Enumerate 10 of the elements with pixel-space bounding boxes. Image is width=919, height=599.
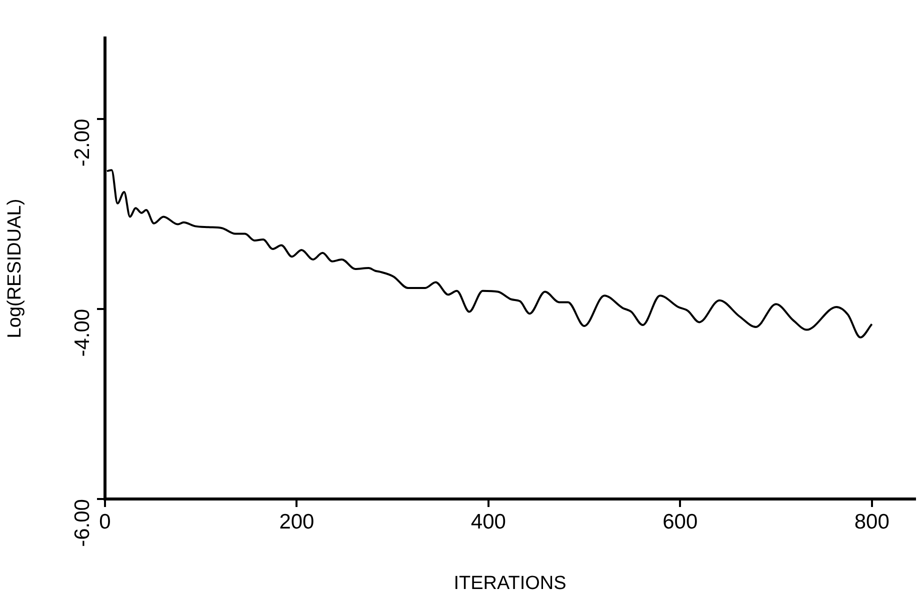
y-tick-label: -6.00 — [70, 499, 94, 547]
x-axis-title: ITERATIONS — [454, 572, 566, 594]
x-tick-label: 400 — [470, 510, 506, 534]
x-tick-label: 800 — [854, 510, 890, 534]
y-tick-label: -2.00 — [70, 118, 94, 167]
x-tick-label: 600 — [662, 510, 698, 534]
x-tick-label: 200 — [279, 510, 314, 534]
x-tick-label: 0 — [99, 510, 111, 534]
y-axis-title: Log(RESIDUAL) — [4, 198, 26, 338]
y-tick-label: -4.00 — [70, 308, 94, 357]
